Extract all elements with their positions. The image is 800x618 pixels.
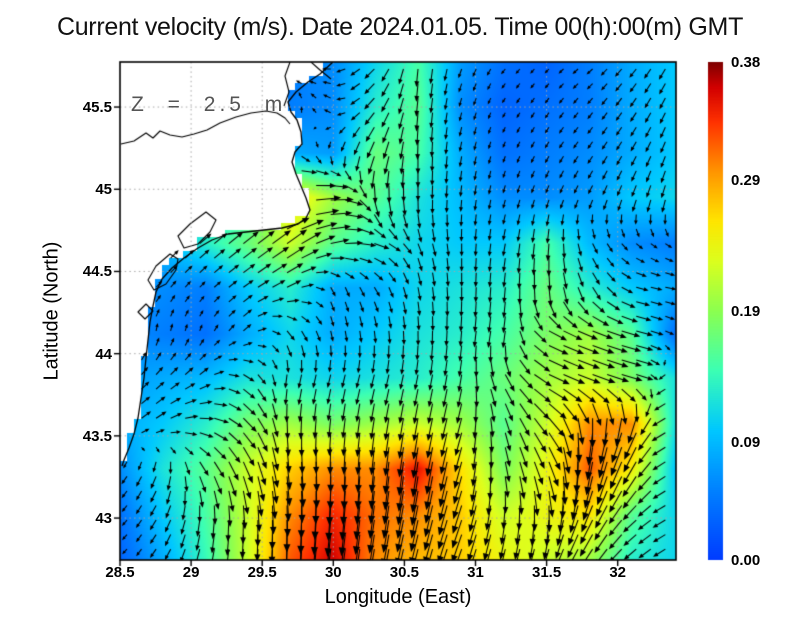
velocity-map-canvas xyxy=(0,0,800,618)
current-velocity-figure: Current velocity (m/s). Date 2024.01.05.… xyxy=(0,0,800,618)
